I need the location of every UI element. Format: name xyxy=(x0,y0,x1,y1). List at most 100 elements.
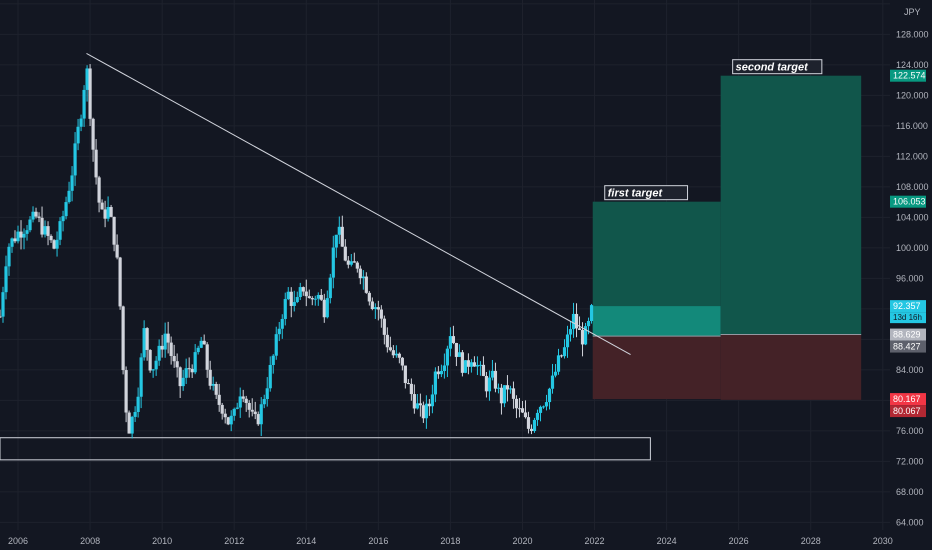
candle-body xyxy=(112,216,116,245)
trendline-layer xyxy=(86,52,631,356)
candle-body xyxy=(37,216,41,218)
candle-body xyxy=(328,277,332,299)
candle-body xyxy=(436,371,440,375)
year-tick-label: 2008 xyxy=(80,536,100,546)
candle-body xyxy=(202,340,206,345)
year-tick-label: 2026 xyxy=(729,536,749,546)
annotation-box xyxy=(732,59,823,75)
price-axis: 64.00068.00072.00076.00080.00084.00088.0… xyxy=(890,0,932,550)
price-tag-label: 122.574 xyxy=(893,71,926,81)
price-tick-label: 76.000 xyxy=(896,426,924,436)
candle-body xyxy=(502,385,507,404)
price-tag xyxy=(890,328,926,341)
time-axis: 2006 2008 2010 2012 2014 2016 2018 2020 2022 2024… xyxy=(0,530,932,550)
candle-body xyxy=(1,292,5,317)
candle-body xyxy=(334,234,338,248)
price-tick-label: 100.000 xyxy=(896,243,929,253)
candle-body xyxy=(67,190,71,203)
candle-body xyxy=(550,375,555,389)
price-tick-label: 108.000 xyxy=(896,182,929,192)
candle-body xyxy=(88,68,92,119)
candle-body xyxy=(451,336,456,343)
candle-body xyxy=(418,403,422,406)
candle-body xyxy=(292,302,296,306)
candle-body xyxy=(538,406,543,413)
candle-body xyxy=(559,355,564,357)
candle-body xyxy=(187,368,191,370)
candle-body xyxy=(520,408,525,413)
candle-body xyxy=(13,238,17,242)
candle-body xyxy=(562,347,567,357)
support-rectangle xyxy=(0,437,651,461)
candle-body xyxy=(385,334,389,348)
candle-body xyxy=(217,394,221,405)
candle-body xyxy=(352,261,356,263)
candle-body xyxy=(319,294,323,300)
candle-body xyxy=(214,383,218,395)
candle-body xyxy=(577,328,582,330)
candle-body xyxy=(238,396,242,408)
candle-body xyxy=(469,362,474,367)
candle-body xyxy=(40,217,44,235)
trendline xyxy=(86,52,631,356)
candle-body xyxy=(4,266,8,293)
candle-body xyxy=(133,412,137,417)
candle-body xyxy=(7,246,11,267)
candle-body xyxy=(22,233,26,238)
candle-body xyxy=(148,349,152,371)
price-tag xyxy=(890,300,926,313)
current-profit-zone xyxy=(592,306,721,337)
candle-body xyxy=(64,202,68,217)
year-tick-label: 2014 xyxy=(296,536,316,546)
candle-body xyxy=(193,352,197,373)
candle-body xyxy=(49,235,53,241)
candle-body xyxy=(313,298,317,300)
candle-body xyxy=(316,294,320,299)
candle-body xyxy=(70,175,74,191)
candle-body xyxy=(235,407,239,409)
candle-body xyxy=(343,246,347,261)
candle-body xyxy=(394,353,398,356)
candle-body xyxy=(358,268,362,279)
candle-body xyxy=(55,239,59,249)
candle-body xyxy=(376,307,380,310)
candle-body xyxy=(571,313,576,330)
candle-body xyxy=(286,291,290,300)
candle-body xyxy=(118,257,122,307)
candle-body xyxy=(499,387,504,404)
candle-body xyxy=(391,350,395,356)
candle-body xyxy=(10,238,14,247)
candle-body xyxy=(136,396,140,413)
candle-body xyxy=(409,383,413,395)
price-tag xyxy=(890,69,926,82)
candle-body xyxy=(175,361,179,368)
candle-body xyxy=(427,403,431,407)
candle-body xyxy=(190,368,194,373)
candle-body xyxy=(244,398,248,403)
candle-body xyxy=(211,383,215,386)
candle-body xyxy=(439,371,443,375)
candle-body xyxy=(208,369,212,386)
candle-body xyxy=(169,342,173,357)
candle-body xyxy=(16,231,20,242)
annotations: first target second target xyxy=(604,59,823,201)
candle-body xyxy=(280,318,284,329)
candle-body xyxy=(448,336,453,349)
year-tick-label: 2028 xyxy=(801,536,821,546)
price-tag-label: 92.357 xyxy=(893,301,921,311)
candle-body xyxy=(265,388,269,400)
candle-body xyxy=(364,276,368,293)
currency-label: JPY xyxy=(904,7,921,17)
candle-body xyxy=(103,209,107,219)
time-axis-bg xyxy=(0,530,932,550)
candle-body xyxy=(277,328,281,335)
candle-body xyxy=(250,409,254,412)
candle-body xyxy=(229,415,233,425)
candle-body xyxy=(145,328,149,350)
price-tick-label: 96.000 xyxy=(896,273,924,283)
candle-body xyxy=(109,207,113,217)
candle-body xyxy=(340,226,344,247)
candle-body xyxy=(178,367,182,387)
candle-body xyxy=(97,177,101,203)
